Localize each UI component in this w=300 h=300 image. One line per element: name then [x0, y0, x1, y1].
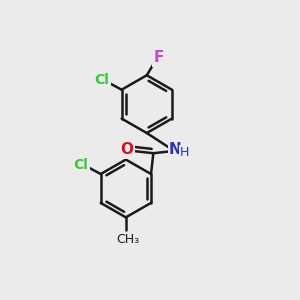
Text: N: N: [169, 142, 182, 157]
Text: H: H: [180, 146, 189, 159]
Text: F: F: [153, 50, 164, 65]
Text: O: O: [120, 142, 133, 157]
Text: CH₃: CH₃: [117, 233, 140, 246]
Text: Cl: Cl: [94, 74, 109, 88]
Text: Cl: Cl: [74, 158, 88, 172]
